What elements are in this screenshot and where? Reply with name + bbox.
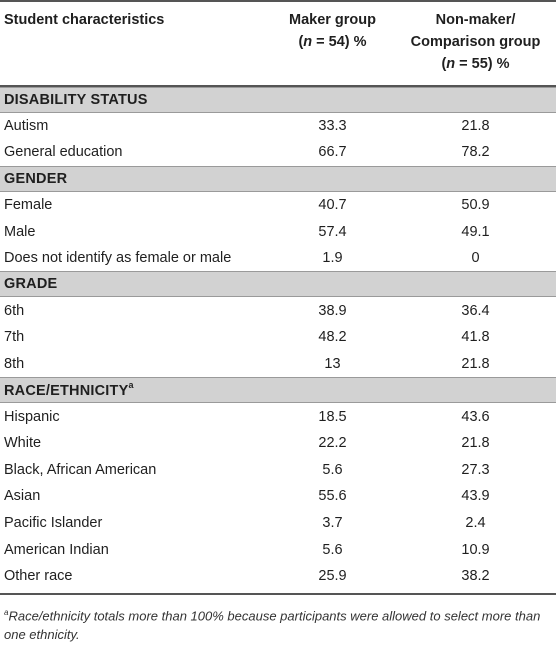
- header-nonmaker-line3: (n = 55) %: [441, 56, 510, 72]
- row-label: Black, African American: [4, 461, 157, 478]
- table-row: Autism 33.3 21.8: [0, 112, 556, 139]
- table-row: Hispanic 18.5 43.6: [0, 403, 556, 430]
- nonmaker-value: 0: [471, 250, 480, 267]
- table-row: Asian 55.6 43.9: [0, 483, 556, 510]
- row-label: American Indian: [4, 541, 109, 558]
- table-row: Female 40.7 50.9: [0, 191, 556, 218]
- row-label: 8th: [4, 355, 25, 372]
- table-body: DISABILITY STATUS Autism 33.3 21.8 General e…: [0, 86, 556, 590]
- row-label: Male: [4, 223, 36, 240]
- section-header-row: GRADE: [0, 271, 556, 298]
- maker-value: 22.2: [318, 435, 347, 452]
- footnote-text: Race/ethnicity totals more than 100% bec…: [4, 608, 541, 643]
- table-row: 7th 48.2 41.8: [0, 324, 556, 351]
- nonmaker-value: 41.8: [461, 329, 490, 346]
- nonmaker-value: 38.2: [461, 568, 490, 585]
- header-nonmaker-group: Non-maker/ Comparison group (n = 55) %: [395, 2, 556, 85]
- nonmaker-value: 49.1: [461, 223, 490, 240]
- maker-value: 57.4: [318, 223, 347, 240]
- row-label: 6th: [4, 302, 25, 319]
- nonmaker-value: 78.2: [461, 144, 490, 161]
- nonmaker-value: 21.8: [461, 435, 490, 452]
- maker-value: 48.2: [318, 329, 347, 346]
- section-title: GRADE: [0, 271, 556, 298]
- section-header-row: RACE/ETHNICITYa: [0, 377, 556, 404]
- footnote: aRace/ethnicity totals more than 100% be…: [0, 595, 556, 644]
- row-label: Hispanic: [4, 408, 60, 425]
- table-row: 6th 38.9 36.4: [0, 297, 556, 324]
- row-label: Pacific Islander: [4, 514, 103, 531]
- nonmaker-value: 21.8: [461, 117, 490, 134]
- table-row: Does not identify as female or male 1.9 0: [0, 245, 556, 272]
- section-header-row: DISABILITY STATUS: [0, 86, 556, 113]
- maker-value: 55.6: [318, 488, 347, 505]
- top-rule: [0, 0, 556, 2]
- maker-value: 3.7: [322, 514, 343, 531]
- header-student-characteristics: Student characteristics: [4, 12, 165, 28]
- maker-value: 18.5: [318, 408, 347, 425]
- table-row: Male 57.4 49.1: [0, 218, 556, 245]
- table-row: American Indian 5.6 10.9: [0, 536, 556, 563]
- nonmaker-value: 2.4: [465, 514, 486, 531]
- section-title-superscript: a: [128, 380, 134, 391]
- row-label: Does not identify as female or male: [4, 250, 232, 267]
- maker-value: 40.7: [318, 196, 347, 213]
- maker-value: 66.7: [318, 144, 347, 161]
- nonmaker-value: 43.9: [461, 488, 490, 505]
- section-title: RACE/ETHNICITYa: [0, 377, 556, 404]
- row-label: Asian: [4, 488, 41, 505]
- row-label: White: [4, 435, 42, 452]
- nonmaker-value: 36.4: [461, 302, 490, 319]
- header-maker-line1: Maker group: [288, 12, 376, 28]
- header-row: Student characteristics Maker group (n =…: [0, 2, 556, 85]
- row-label: Autism: [4, 117, 49, 134]
- header-maker-line2: (n = 54) %: [298, 34, 367, 50]
- table-row: Other race 25.9 38.2: [0, 563, 556, 590]
- nonmaker-value: 21.8: [461, 355, 490, 372]
- maker-value: 33.3: [318, 117, 347, 134]
- characteristics-table: Student characteristics Maker group (n =…: [0, 2, 556, 589]
- maker-value: 13: [324, 355, 341, 372]
- row-label: 7th: [4, 329, 25, 346]
- header-maker-group: Maker group (n = 54) %: [270, 2, 395, 85]
- row-label: General education: [4, 144, 123, 161]
- maker-value: 1.9: [322, 250, 343, 267]
- section-title: DISABILITY STATUS: [0, 86, 556, 113]
- section-header-row: GENDER: [0, 165, 556, 192]
- maker-value: 38.9: [318, 302, 347, 319]
- nonmaker-value: 43.6: [461, 408, 490, 425]
- section-title: GENDER: [0, 165, 556, 192]
- maker-value: 25.9: [318, 568, 347, 585]
- bottom-rule: [0, 593, 556, 595]
- table-row: 8th 13 21.8: [0, 351, 556, 378]
- header-nonmaker-line2: Comparison group: [410, 34, 541, 50]
- maker-value: 5.6: [322, 541, 343, 558]
- nonmaker-value: 50.9: [461, 196, 490, 213]
- nonmaker-value: 27.3: [461, 461, 490, 478]
- table-row: White 22.2 21.8: [0, 430, 556, 457]
- row-label: Other race: [4, 568, 73, 585]
- maker-value: 5.6: [322, 461, 343, 478]
- nonmaker-value: 10.9: [461, 541, 490, 558]
- table-row: Black, African American 5.6 27.3: [0, 456, 556, 483]
- row-label: Female: [4, 196, 53, 213]
- table-row: Pacific Islander 3.7 2.4: [0, 510, 556, 537]
- footnote-marker: a: [4, 607, 9, 617]
- table-row: General education 66.7 78.2: [0, 139, 556, 166]
- header-nonmaker-line1: Non-maker/: [435, 12, 516, 28]
